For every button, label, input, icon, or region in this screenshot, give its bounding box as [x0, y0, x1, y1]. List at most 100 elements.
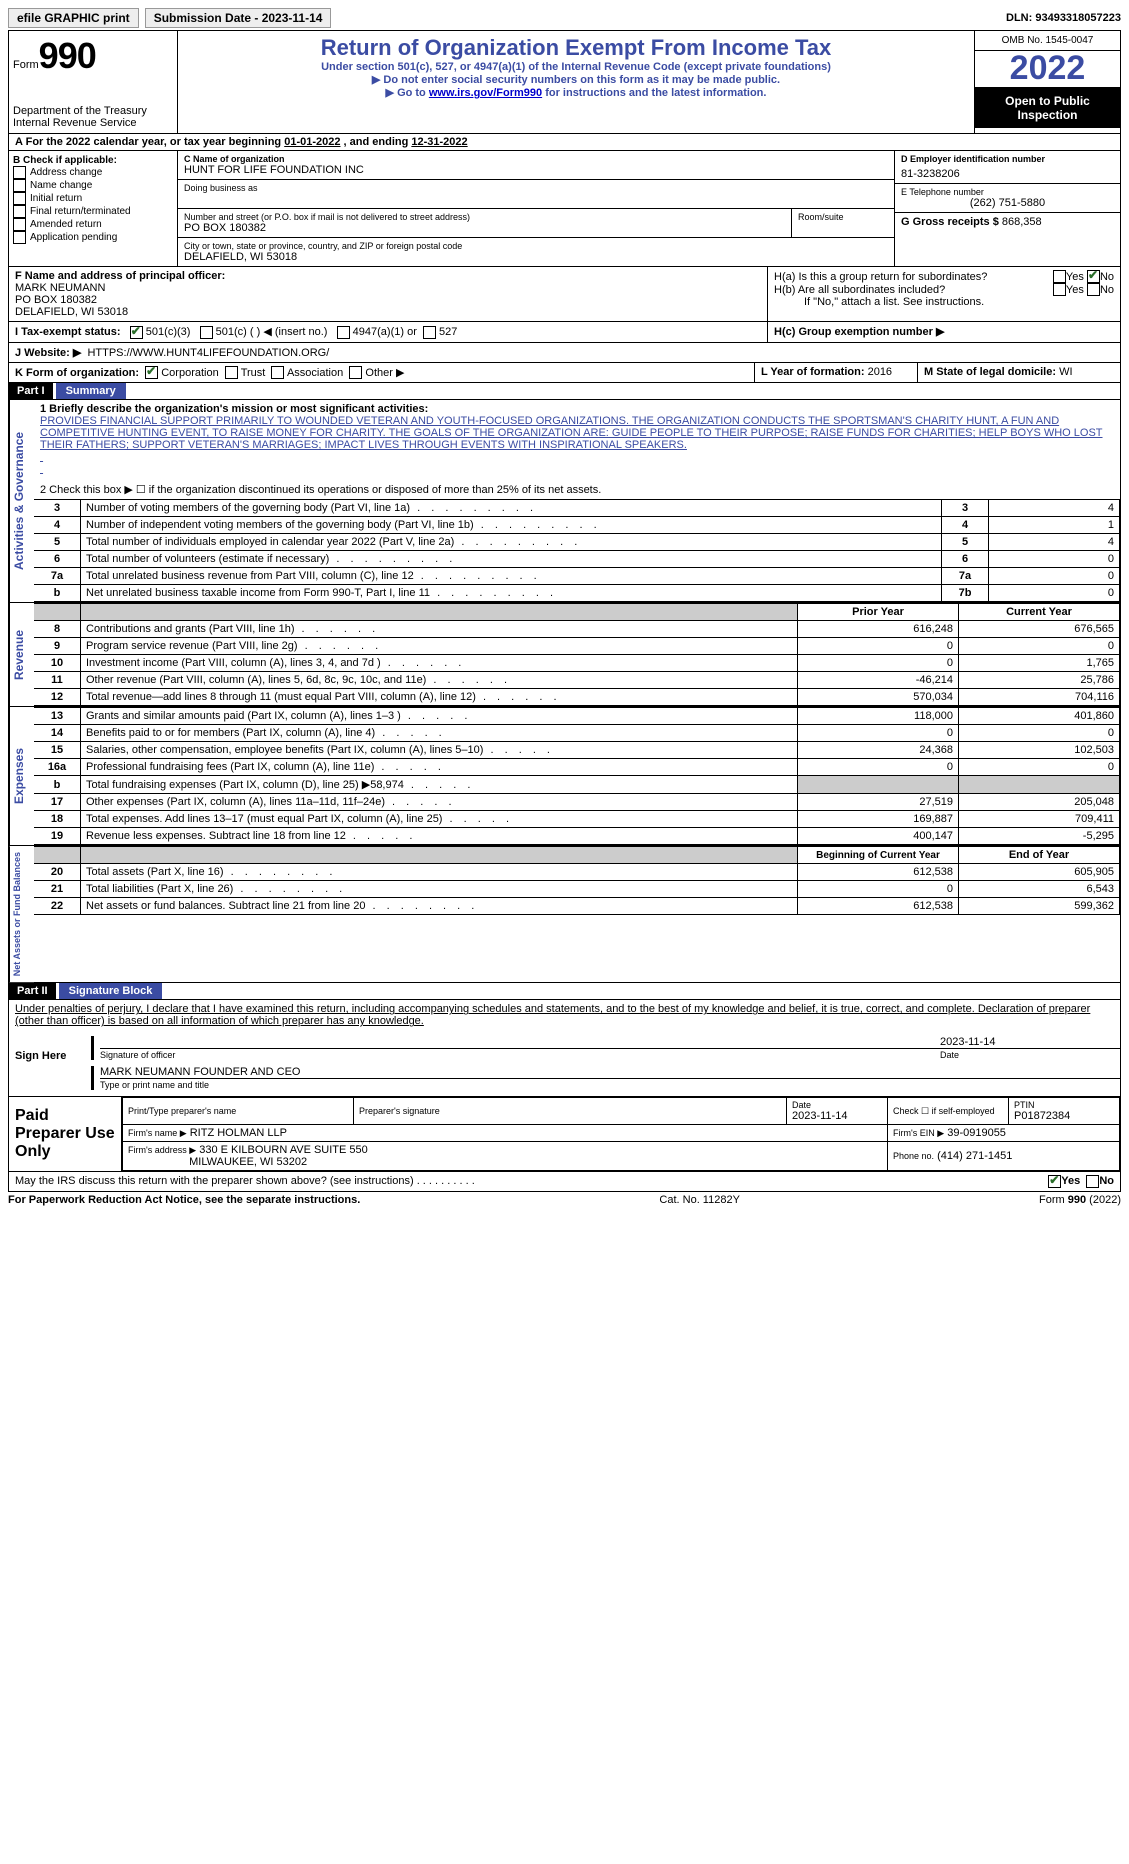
part1-body: Activities & Governance 1 Briefly descri… — [9, 400, 1120, 602]
line-no: 11 — [34, 672, 81, 689]
line-text: Number of voting members of the governin… — [81, 500, 942, 517]
footer-right-pre: Form — [1039, 1194, 1068, 1206]
section-klm: K Form of organization: Corporation Trus… — [9, 363, 1120, 383]
app-pending-checkbox[interactable] — [13, 231, 26, 244]
goto-post: for instructions and the latest informat… — [542, 87, 766, 99]
501c-checkbox[interactable] — [200, 326, 213, 339]
sign-here-block: Sign Here 2023-11-14 Signature of office… — [9, 1030, 1120, 1096]
form-header: Form990 Department of the Treasury Inter… — [9, 31, 1120, 134]
line-no: 20 — [34, 864, 81, 881]
corp-checkbox[interactable] — [145, 366, 158, 379]
other-checkbox[interactable] — [349, 366, 362, 379]
line-text: Other revenue (Part VIII, column (A), li… — [81, 672, 798, 689]
begin-year-header: Beginning of Current Year — [798, 847, 959, 864]
footer: For Paperwork Reduction Act Notice, see … — [8, 1192, 1121, 1206]
yes-label: Yes — [1066, 284, 1084, 296]
gray-cell — [798, 776, 959, 794]
submission-date-button[interactable]: Submission Date - 2023-11-14 — [145, 8, 332, 28]
form-word: Form — [13, 59, 39, 71]
sig-officer-label: Signature of officer — [100, 1048, 940, 1060]
side-netassets: Net Assets or Fund Balances — [9, 846, 34, 982]
a-begin: 01-01-2022 — [284, 136, 340, 148]
initial-return-checkbox[interactable] — [13, 192, 26, 205]
begin-value: 612,538 — [798, 864, 959, 881]
ha-yes-checkbox[interactable] — [1053, 270, 1066, 283]
assoc-checkbox[interactable] — [271, 366, 284, 379]
527-checkbox[interactable] — [423, 326, 436, 339]
name-change-checkbox[interactable] — [13, 179, 26, 192]
begin-value: 0 — [798, 881, 959, 898]
date-label: Date — [940, 1048, 1120, 1060]
prior-value: 0 — [798, 725, 959, 742]
section-bcdeg: B Check if applicable: Address change Na… — [9, 151, 1120, 267]
firm-addr1: 330 E KILBOURN AVE SUITE 550 — [199, 1144, 368, 1156]
efile-print-button[interactable]: efile GRAPHIC print — [8, 8, 139, 28]
501c3-checkbox[interactable] — [130, 326, 143, 339]
expenses-section: Expenses 13 Grants and similar amounts p… — [9, 706, 1120, 845]
line-no: 13 — [34, 708, 81, 725]
line-no: 6 — [34, 551, 81, 568]
room-label: Room/suite — [798, 212, 888, 222]
prior-value: -46,214 — [798, 672, 959, 689]
final-return-checkbox[interactable] — [13, 205, 26, 218]
omb-number: OMB No. 1545-0047 — [975, 31, 1120, 51]
netassets-section: Net Assets or Fund Balances Beginning of… — [9, 845, 1120, 982]
section-b: B Check if applicable: Address change Na… — [9, 151, 178, 266]
officer-addr1: PO BOX 180382 — [15, 294, 761, 306]
line-value: 0 — [989, 551, 1120, 568]
discuss-no-checkbox[interactable] — [1086, 1175, 1099, 1188]
firm-ein-l: Firm's EIN ▶ — [893, 1128, 944, 1138]
firm-name: RITZ HOLMAN LLP — [190, 1127, 287, 1139]
trust-checkbox[interactable] — [225, 366, 238, 379]
firm-addr-l: Firm's address ▶ — [128, 1145, 196, 1155]
discuss-text: May the IRS discuss this return with the… — [15, 1175, 414, 1187]
prior-value: 400,147 — [798, 828, 959, 845]
line-box: 4 — [942, 517, 989, 534]
line-no: 17 — [34, 794, 81, 811]
city-value: DELAFIELD, WI 53018 — [184, 251, 888, 263]
l-value: 2016 — [868, 366, 892, 378]
b-opt: Name change — [30, 180, 92, 191]
ptin-h: PTIN — [1014, 1100, 1114, 1110]
m-label: M State of legal domicile: — [924, 366, 1056, 378]
current-value: 1,765 — [959, 655, 1120, 672]
prep-date-h: Date — [792, 1100, 882, 1110]
line-text: Total expenses. Add lines 13–17 (must eq… — [81, 811, 798, 828]
open-public-badge: Open to Public Inspection — [975, 88, 1120, 128]
hb-no-checkbox[interactable] — [1087, 283, 1100, 296]
tax-year: 2022 — [975, 51, 1120, 88]
line-value: 0 — [989, 568, 1120, 585]
m-value: WI — [1059, 366, 1072, 378]
section-fh: F Name and address of principal officer:… — [9, 267, 1120, 322]
ptin-value: P01872384 — [1014, 1110, 1114, 1122]
line-no: 19 — [34, 828, 81, 845]
type-name-label: Type or print name and title — [100, 1078, 1120, 1090]
line-text: Revenue less expenses. Subtract line 18 … — [81, 828, 798, 845]
goto-pre: ▶ Go to — [386, 87, 429, 99]
firm-name-l: Firm's name ▶ — [128, 1128, 187, 1138]
line-text: Total liabilities (Part X, line 26) . . … — [81, 881, 798, 898]
website-value: HTTPS://WWW.HUNT4LIFEFOUNDATION.ORG/ — [87, 347, 329, 359]
irs-link[interactable]: www.irs.gov/Form990 — [429, 87, 542, 99]
section-a: A For the 2022 calendar year, or tax yea… — [9, 134, 1120, 151]
b-opt: Application pending — [30, 232, 117, 243]
side-expenses: Expenses — [9, 707, 34, 845]
j-label: J Website: ▶ — [15, 347, 81, 359]
current-value: 102,503 — [959, 742, 1120, 759]
print-name-header: Print/Type preparer's name — [128, 1106, 348, 1116]
amended-return-checkbox[interactable] — [13, 218, 26, 231]
4947-checkbox[interactable] — [337, 326, 350, 339]
line-text: Total number of volunteers (estimate if … — [81, 551, 942, 568]
line-no: 18 — [34, 811, 81, 828]
hb-yes-checkbox[interactable] — [1053, 283, 1066, 296]
addr-change-checkbox[interactable] — [13, 166, 26, 179]
line2-text: 2 Check this box ▶ ☐ if the organization… — [40, 483, 1114, 496]
dln-label: DLN: 93493318057223 — [1006, 12, 1121, 24]
officer-name-title: MARK NEUMANN FOUNDER AND CEO — [100, 1066, 1120, 1078]
ha-no-checkbox[interactable] — [1087, 270, 1100, 283]
line-no: 10 — [34, 655, 81, 672]
discuss-yes-checkbox[interactable] — [1048, 1175, 1061, 1188]
current-value: -5,295 — [959, 828, 1120, 845]
blank — [34, 847, 81, 864]
revenue-section: Revenue Prior Year Current Year8 Contrib… — [9, 602, 1120, 706]
